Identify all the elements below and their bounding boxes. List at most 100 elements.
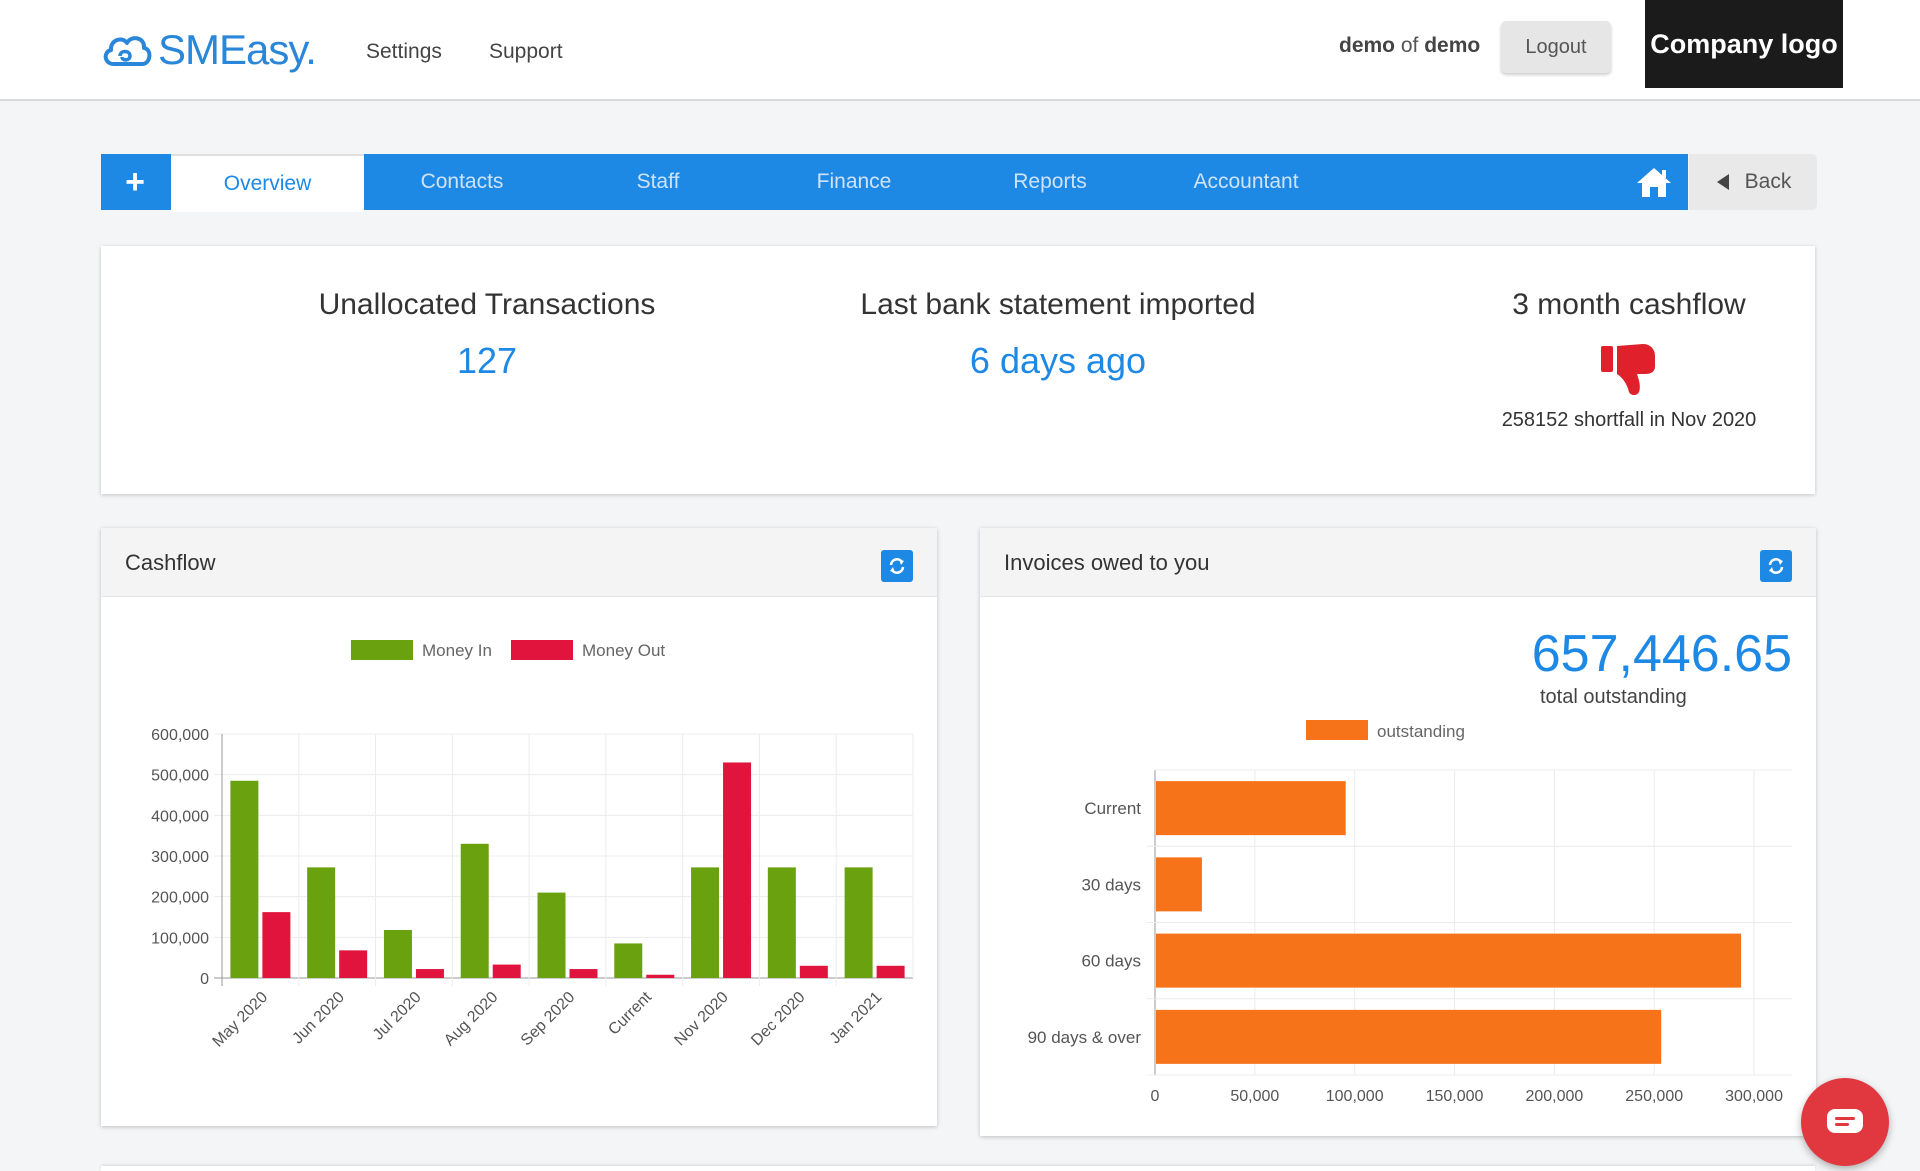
home-button[interactable] [1626, 154, 1682, 210]
tab-overview[interactable]: Overview [171, 154, 364, 212]
tab-staff[interactable]: Staff [636, 170, 680, 193]
bar-money-out [492, 964, 521, 978]
bank-statement-title: Last bank statement imported [860, 288, 1256, 321]
bar-money-out [876, 965, 905, 978]
total-outstanding-label: total outstanding [1540, 686, 1687, 708]
bar-money-in [460, 843, 489, 978]
unallocated-stat[interactable]: Unallocated Transactions 127 [207, 288, 767, 382]
x-tick-label: 300,000 [1725, 1088, 1783, 1105]
legend-label-2: Money Out [582, 641, 665, 660]
x-tick-label: Jan 2021 [827, 989, 886, 1048]
bar-money-out [723, 762, 752, 978]
smeasy-logo[interactable]: SMEasy. [100, 26, 317, 74]
bar-outstanding [1156, 933, 1742, 988]
cashflow-note: 258152 shortfall in Nov 2020 [1501, 409, 1757, 431]
x-tick-label: 150,000 [1426, 1088, 1484, 1105]
back-arrow-icon [1716, 174, 1729, 190]
invoices-panel: Invoices owed to you 657,446.65 total ou… [980, 528, 1816, 1136]
cashflow-title: 3 month cashflow [1512, 288, 1746, 321]
next-card-edge [101, 1166, 1815, 1171]
unallocated-title: Unallocated Transactions [318, 288, 656, 321]
bar-money-out [569, 969, 598, 978]
x-tick-label: Dec 2020 [748, 989, 809, 1050]
x-tick-label: Sep 2020 [518, 989, 579, 1050]
user-info: demo of demo [1339, 34, 1480, 58]
cloud-logo-icon [103, 36, 152, 66]
y-tick-label: 400,000 [151, 808, 209, 825]
tab-contacts[interactable]: Contacts [420, 170, 504, 193]
bar-money-out [646, 974, 675, 978]
bar-outstanding [1156, 1009, 1662, 1064]
user-org: demo [1424, 34, 1481, 57]
legend-label-1: Money In [422, 641, 492, 660]
y-tick-label: 60 days [1081, 952, 1141, 971]
y-tick-label: 500,000 [151, 768, 209, 785]
bar-money-in [230, 780, 259, 978]
x-tick-label: Jun 2020 [289, 989, 348, 1048]
tab-reports[interactable]: Reports [1013, 170, 1087, 193]
invoices-panel-title: Invoices owed to you [1004, 550, 1210, 575]
legend-swatch-2 [511, 640, 573, 660]
y-tick-label: 100,000 [151, 930, 209, 947]
x-tick-label: 100,000 [1326, 1088, 1384, 1105]
x-tick-label: May 2020 [210, 989, 272, 1051]
chat-icon [1827, 1109, 1863, 1133]
cashflow-panel: Cashflow Money In Money Out 0 100,000 200,00… [101, 528, 937, 1126]
legend-label-outstanding: outstanding [1377, 722, 1465, 741]
cashflow-chart: Money In Money Out 0 100,000 200,000 300,000 4… [151, 640, 914, 1051]
y-tick-label: 90 days & over [1028, 1028, 1142, 1047]
logout-button[interactable]: Logout [1501, 21, 1611, 73]
y-tick-label: 200,000 [151, 890, 209, 907]
nav-settings[interactable]: Settings [366, 40, 442, 63]
main-tab-bar: + Overview Contacts Staff Finance Report… [101, 154, 1688, 212]
bar-money-in [537, 892, 566, 978]
chat-button[interactable] [1801, 1078, 1889, 1166]
add-button[interactable]: + [101, 154, 169, 210]
x-tick-label: 50,000 [1230, 1088, 1279, 1105]
top-header: SMEasy. Settings Support demo of demo Lo… [0, 0, 1920, 101]
back-label: Back [1744, 170, 1792, 193]
bank-statement-stat: Last bank statement imported 6 days ago [778, 288, 1338, 382]
bar-outstanding [1156, 857, 1202, 912]
x-tick-label: Aug 2020 [441, 989, 502, 1050]
summary-card: Unallocated Transactions 127 Last bank s… [101, 246, 1815, 494]
x-tick-label: Nov 2020 [671, 989, 732, 1050]
thumbs-down-icon [1349, 340, 1909, 403]
logo-text: SMEasy. [158, 26, 317, 73]
refresh-icon [889, 558, 905, 574]
plus-icon: + [125, 162, 145, 201]
back-button[interactable]: Back [1689, 154, 1817, 210]
bar-money-out [339, 950, 368, 978]
y-tick-label: 300,000 [151, 849, 209, 866]
bar-money-in [767, 867, 796, 978]
bar-money-in [307, 867, 336, 978]
invoices-chart: outstanding 0 50,000 100,000 150,000 200,000 2… [1028, 720, 1792, 1105]
refresh-icon [1768, 558, 1784, 574]
bar-money-out [415, 969, 444, 978]
tab-finance[interactable]: Finance [816, 170, 892, 193]
x-tick-label: 0 [1151, 1088, 1160, 1105]
tab-accountant[interactable]: Accountant [1193, 170, 1299, 193]
legend-swatch-1 [351, 640, 413, 660]
cashflow-panel-header: Cashflow [101, 528, 937, 597]
x-tick-label: 250,000 [1625, 1088, 1683, 1105]
invoices-refresh-button[interactable] [1760, 550, 1792, 582]
cashflow-stat: 3 month cashflow 258152 shortfall in Nov… [1349, 288, 1909, 432]
bar-outstanding [1156, 781, 1346, 836]
company-logo: Company logo [1645, 0, 1843, 88]
total-outstanding-value: 657,446.65 [1531, 625, 1792, 683]
nav-support[interactable]: Support [489, 40, 563, 63]
bar-money-out [799, 965, 828, 978]
x-tick-label: 200,000 [1525, 1088, 1583, 1105]
user-name: demo [1339, 34, 1396, 57]
y-tick-label: 600,000 [151, 727, 209, 744]
cashflow-refresh-button[interactable] [881, 550, 913, 582]
y-tick-label: 30 days [1081, 875, 1141, 894]
bar-money-in [383, 930, 412, 978]
bank-statement-value: 6 days ago [969, 340, 1147, 381]
bar-money-in [691, 867, 720, 978]
bar-money-in [844, 867, 873, 978]
x-tick-label: Current [605, 988, 655, 1038]
user-of-text: of [1400, 34, 1419, 57]
unallocated-value[interactable]: 127 [456, 340, 518, 381]
